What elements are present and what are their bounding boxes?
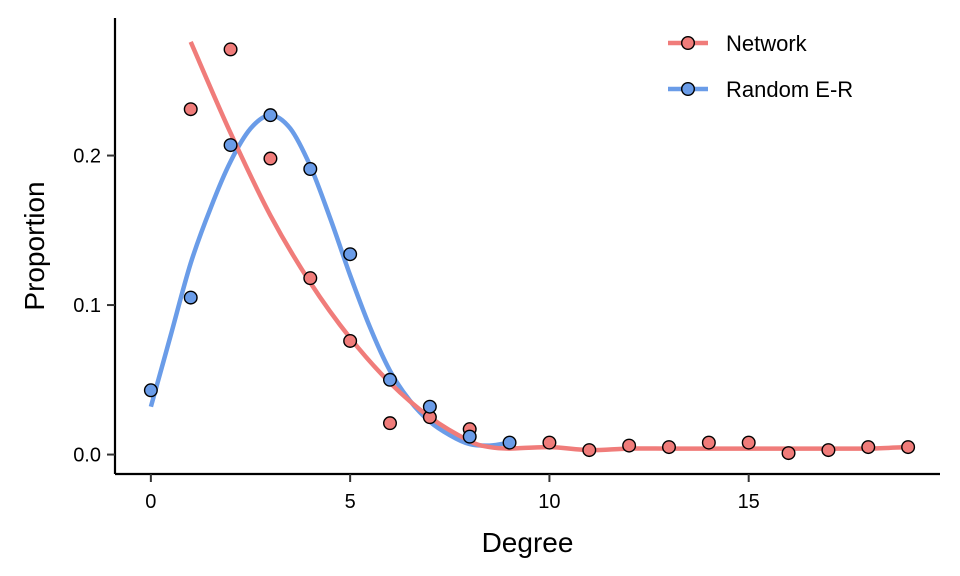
y-tick-label: 0.0 — [73, 445, 101, 467]
point-random-e-r — [223, 138, 238, 153]
point-network — [622, 438, 637, 453]
legend: Network Random E-R — [668, 31, 853, 102]
point-network — [582, 443, 597, 458]
x-tick-label: 0 — [145, 491, 156, 513]
point-network — [183, 102, 198, 117]
point-random-e-r — [263, 108, 278, 123]
point-random-e-r — [143, 383, 158, 398]
point-random-e-r — [343, 247, 358, 262]
point-network — [303, 271, 318, 286]
point-random-e-r — [422, 399, 437, 414]
legend-item-random-e-r: Random E-R — [668, 77, 853, 102]
y-axis-title: Proportion — [19, 181, 50, 310]
x-tick-label: 5 — [345, 491, 356, 513]
point-network — [861, 440, 876, 455]
point-network — [901, 440, 916, 455]
legend-marker-network — [681, 36, 696, 51]
x-tick-label: 15 — [738, 491, 760, 513]
legend-item-network: Network — [668, 31, 808, 56]
point-random-e-r — [303, 162, 318, 177]
point-network — [343, 333, 358, 348]
point-network — [542, 435, 557, 450]
point-network — [701, 435, 716, 450]
point-random-e-r — [183, 290, 198, 305]
legend-label-network: Network — [726, 31, 808, 56]
smooth-line-network — [188, 40, 909, 453]
point-random-e-r — [383, 372, 398, 387]
point-random-e-r — [462, 429, 477, 444]
x-tick-label: 10 — [538, 491, 560, 513]
point-network — [223, 42, 238, 57]
x-ticks: 0 5 10 15 — [145, 474, 760, 513]
legend-label-random-e-r: Random E-R — [726, 77, 853, 102]
axes-layer: 0 5 10 15 0.0 0.1 0.2 — [73, 18, 940, 513]
y-tick-label: 0.1 — [73, 295, 101, 317]
point-network — [741, 435, 756, 450]
point-network — [263, 151, 278, 166]
y-ticks: 0.0 0.1 0.2 — [73, 146, 115, 467]
points-layer — [143, 42, 916, 461]
x-axis-title: Degree — [482, 527, 574, 558]
smooth-lines-layer — [148, 40, 909, 453]
point-random-e-r — [502, 435, 517, 450]
point-network — [383, 416, 398, 431]
smooth-line-random-e-r — [148, 112, 510, 448]
y-tick-label: 0.2 — [73, 146, 101, 168]
point-network — [781, 446, 796, 461]
point-network — [821, 443, 836, 458]
point-network — [661, 440, 676, 455]
legend-marker-random-e-r — [681, 81, 696, 96]
